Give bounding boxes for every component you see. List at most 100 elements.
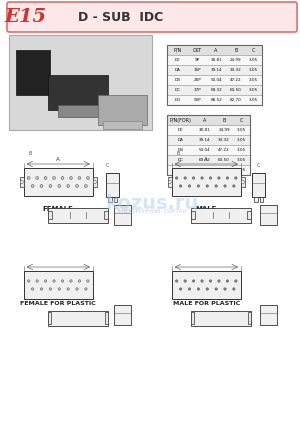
Bar	[104, 211, 108, 219]
Bar	[167, 115, 250, 175]
Text: 33.32: 33.32	[218, 138, 230, 142]
Text: 30.81: 30.81	[199, 128, 210, 132]
Bar	[167, 65, 262, 75]
Bar	[93, 177, 97, 187]
Circle shape	[201, 280, 203, 282]
Bar	[168, 177, 172, 187]
Circle shape	[53, 177, 56, 179]
Circle shape	[233, 185, 235, 187]
Bar	[106, 173, 119, 197]
Bar	[191, 211, 195, 219]
Text: P/N(FOR): P/N(FOR)	[170, 117, 192, 122]
Text: 9P: 9P	[195, 58, 200, 62]
Text: A: A	[214, 48, 218, 53]
Text: kozus.ru: kozus.ru	[105, 193, 199, 212]
Circle shape	[218, 177, 220, 179]
Circle shape	[87, 280, 89, 282]
Bar	[260, 205, 277, 225]
Circle shape	[44, 280, 47, 282]
Circle shape	[215, 288, 217, 290]
Circle shape	[188, 288, 191, 290]
Text: MALE FOR PLASTIC: MALE FOR PLASTIC	[172, 301, 240, 306]
Bar	[9, 35, 152, 130]
Bar	[113, 197, 118, 202]
Circle shape	[201, 177, 203, 179]
Circle shape	[93, 181, 96, 184]
Text: B: B	[177, 150, 180, 156]
Text: C: C	[106, 162, 109, 167]
Circle shape	[36, 280, 38, 282]
Bar	[167, 165, 250, 175]
Circle shape	[197, 185, 200, 187]
Text: FEMALE: FEMALE	[43, 206, 74, 212]
Circle shape	[61, 177, 64, 179]
Bar	[48, 207, 108, 223]
Bar	[167, 75, 262, 85]
Text: 33.32: 33.32	[230, 68, 242, 72]
Text: B: B	[29, 150, 32, 156]
Circle shape	[206, 185, 208, 187]
Circle shape	[49, 288, 52, 290]
Text: DC: DC	[178, 158, 184, 162]
Bar	[48, 75, 108, 110]
Circle shape	[192, 177, 195, 179]
Circle shape	[20, 181, 23, 184]
Circle shape	[78, 177, 81, 179]
Text: FEMALE FOR PLASTIC: FEMALE FOR PLASTIC	[20, 301, 96, 306]
Text: 50P: 50P	[194, 98, 201, 102]
Circle shape	[86, 177, 89, 179]
Text: 53.04: 53.04	[199, 148, 210, 152]
Circle shape	[184, 177, 186, 179]
Text: 47.22: 47.22	[218, 148, 230, 152]
Text: C: C	[257, 162, 260, 167]
Bar	[98, 95, 147, 125]
Text: 25P: 25P	[194, 78, 201, 82]
FancyBboxPatch shape	[7, 2, 297, 32]
Text: 3.05: 3.05	[249, 88, 258, 92]
Circle shape	[40, 288, 43, 290]
Bar	[248, 312, 251, 324]
Circle shape	[27, 177, 30, 179]
Circle shape	[67, 184, 70, 187]
Circle shape	[235, 177, 237, 179]
Bar	[260, 197, 263, 202]
Text: 37P: 37P	[194, 88, 201, 92]
Circle shape	[224, 185, 226, 187]
Text: 82.70: 82.70	[218, 168, 230, 172]
Text: DE: DE	[178, 128, 184, 132]
Bar	[20, 177, 24, 187]
Circle shape	[179, 288, 182, 290]
Circle shape	[44, 177, 47, 179]
Text: 3.05: 3.05	[249, 78, 258, 82]
Text: P/N: P/N	[173, 48, 182, 53]
Text: 3.05: 3.05	[249, 98, 258, 102]
Bar	[24, 271, 93, 299]
Bar	[241, 177, 245, 187]
Circle shape	[179, 185, 182, 187]
Bar	[167, 95, 262, 105]
Text: DA: DA	[178, 138, 184, 142]
Circle shape	[235, 280, 237, 282]
Text: 63.50: 63.50	[218, 158, 230, 162]
Circle shape	[40, 184, 43, 187]
Bar	[167, 45, 262, 55]
Text: DB: DB	[175, 78, 181, 82]
Text: 69.32: 69.32	[210, 88, 222, 92]
Bar	[103, 121, 142, 129]
Circle shape	[78, 280, 81, 282]
Text: 15P: 15P	[194, 68, 201, 72]
Bar	[167, 45, 262, 105]
Circle shape	[176, 177, 178, 179]
Bar	[16, 50, 50, 95]
Bar	[167, 125, 250, 135]
Text: 82.70: 82.70	[230, 98, 242, 102]
Text: 69.32: 69.32	[198, 158, 210, 162]
Bar	[252, 173, 266, 197]
Text: A: A	[56, 157, 60, 162]
Bar	[24, 168, 93, 196]
Bar	[167, 55, 262, 65]
Bar	[108, 197, 112, 202]
Circle shape	[32, 288, 34, 290]
Circle shape	[31, 184, 34, 187]
Text: 24.99: 24.99	[230, 58, 242, 62]
